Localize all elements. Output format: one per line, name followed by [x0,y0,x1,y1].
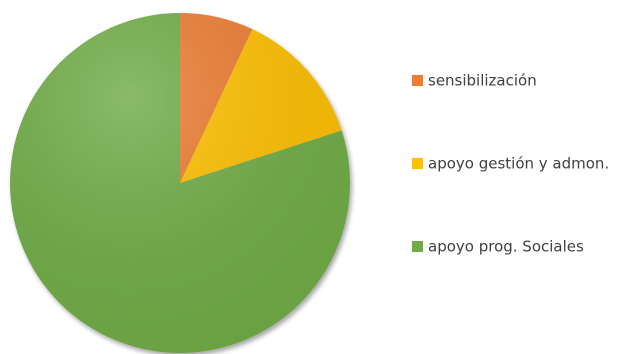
legend-item-2: apoyo gestión y admon. [412,155,609,173]
legend: sensibilización apoyo gestión y admon. apo… [412,72,609,256]
legend-swatch-3 [412,241,423,252]
legend-item-3: apoyo prog. Sociales [412,238,584,256]
pie-slice-group [9,13,350,353]
legend-label-3: apoyo prog. Sociales [428,238,584,256]
legend-swatch-2 [412,158,423,169]
legend-label-1: sensibilización [428,72,537,90]
legend-swatch-1 [412,75,423,86]
legend-item-1: sensibilización [412,72,537,90]
pie-slices [9,13,350,353]
legend-label-2: apoyo gestión y admon. [428,155,609,173]
